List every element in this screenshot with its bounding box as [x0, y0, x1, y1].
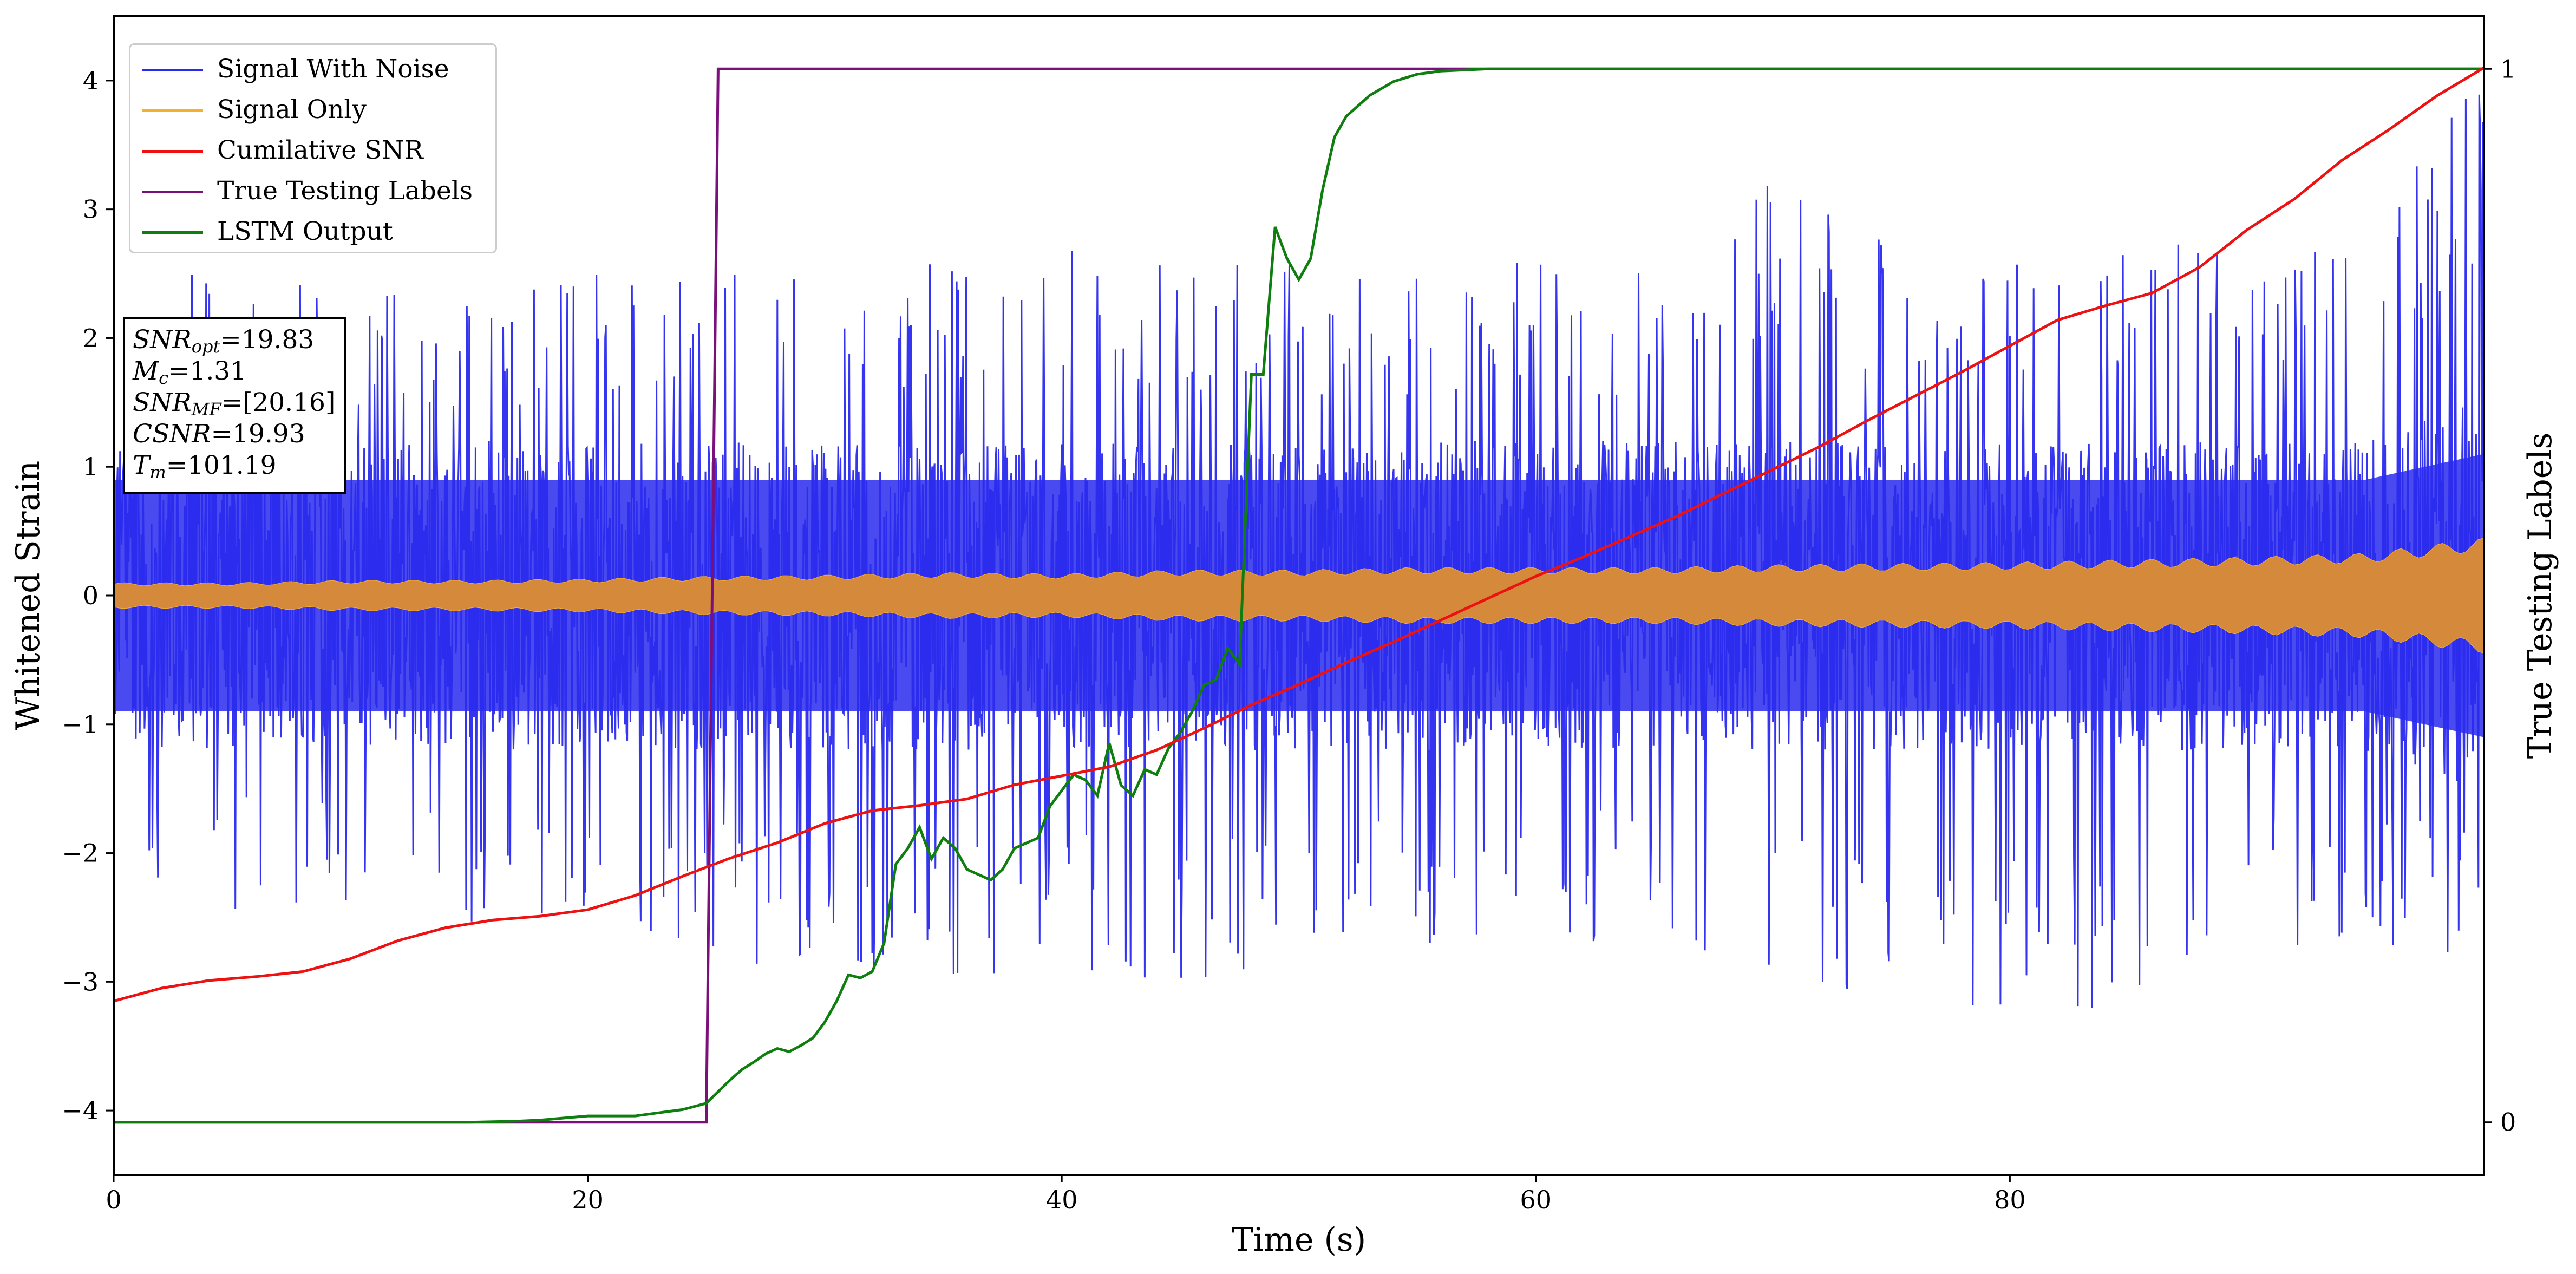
y-tick-label: −1: [62, 710, 99, 739]
x-axis: 0 20 40 60 80: [106, 1175, 2026, 1214]
csnr-value: =19.93: [211, 419, 305, 449]
legend-label: True Testing Labels: [217, 176, 473, 206]
legend-label: LSTM Output: [217, 217, 393, 246]
signal-only-envelope: [114, 537, 2484, 654]
mc-value: =1.31: [168, 356, 247, 386]
y-tick-label: 1: [83, 452, 99, 481]
legend-label: Signal With Noise: [217, 54, 449, 84]
lstm-output-line: [114, 67, 2484, 1124]
y-axis-label: Whitened Strain: [9, 461, 47, 730]
x-tick-label: 80: [1994, 1185, 2026, 1214]
signal-with-noise-line: [114, 94, 2484, 1008]
lstm-output-series: [114, 67, 2484, 1124]
y-tick-label: 2: [83, 323, 99, 352]
y2-axis-label: True Testing Labels: [2521, 433, 2559, 759]
y-axis: −4 −3 −2 −1 0 1 2 3 4: [62, 66, 114, 1125]
chirp-mass-row: Mc=1.31: [133, 356, 336, 387]
tm-subscript: m: [149, 462, 166, 482]
tm-value: =101.19: [166, 450, 277, 480]
x-tick-label: 60: [1520, 1185, 1552, 1214]
y-tick-label: 0: [83, 581, 99, 610]
snr-opt-subscript: opt: [191, 336, 220, 357]
cumulative-snr-series: [114, 66, 2484, 1003]
csnr-row: CSNR=19.93: [133, 419, 336, 450]
y-tick-label: −4: [62, 1096, 99, 1125]
snr-opt-value: =19.83: [220, 325, 315, 355]
x-tick-label: 20: [572, 1185, 604, 1214]
y2-tick-label: 1: [2500, 54, 2516, 83]
snr-mf-value: =[20.16]: [221, 388, 336, 417]
y-tick-label: −2: [62, 839, 99, 868]
legend: Signal With Noise Signal Only Cumilative…: [129, 43, 497, 253]
legend-swatch: [142, 109, 203, 112]
snr-mf-symbol: SNR: [133, 388, 192, 417]
snr-opt-row: SNRopt=19.83: [133, 324, 336, 356]
y2-axis: 01: [2484, 54, 2516, 1137]
snr-mf-row: SNRMF=[20.16]: [133, 387, 336, 419]
cumulative-snr-line: [114, 66, 2484, 1003]
snr-opt-symbol: SNR: [133, 325, 192, 355]
y-tick-label: −3: [62, 967, 99, 996]
signal-only-series: [114, 537, 2484, 654]
x-tick-label: 40: [1046, 1185, 1078, 1214]
y-tick-label: 3: [83, 195, 99, 224]
legend-swatch: [142, 69, 203, 71]
legend-label: Signal Only: [217, 95, 367, 125]
mc-subscript: c: [159, 368, 169, 388]
tm-row: Tm=101.19: [133, 450, 336, 481]
legend-swatch: [142, 231, 203, 234]
legend-swatch: [142, 150, 203, 153]
snr-mf-subscript: MF: [191, 399, 221, 420]
x-tick-label: 0: [106, 1185, 121, 1214]
legend-swatch: [142, 191, 203, 193]
mc-symbol: M: [133, 356, 159, 386]
snr-info-box: SNRopt=19.83 Mc=1.31 SNRMF=[20.16] CSNR=…: [123, 317, 346, 494]
legend-label: Cumilative SNR: [217, 135, 423, 165]
tm-symbol: T: [133, 450, 150, 480]
x-axis-label: Time (s): [1232, 1221, 1366, 1259]
csnr-symbol: CSNR: [133, 419, 211, 449]
y-tick-label: 4: [83, 66, 99, 95]
y2-tick-label: 0: [2500, 1108, 2516, 1137]
